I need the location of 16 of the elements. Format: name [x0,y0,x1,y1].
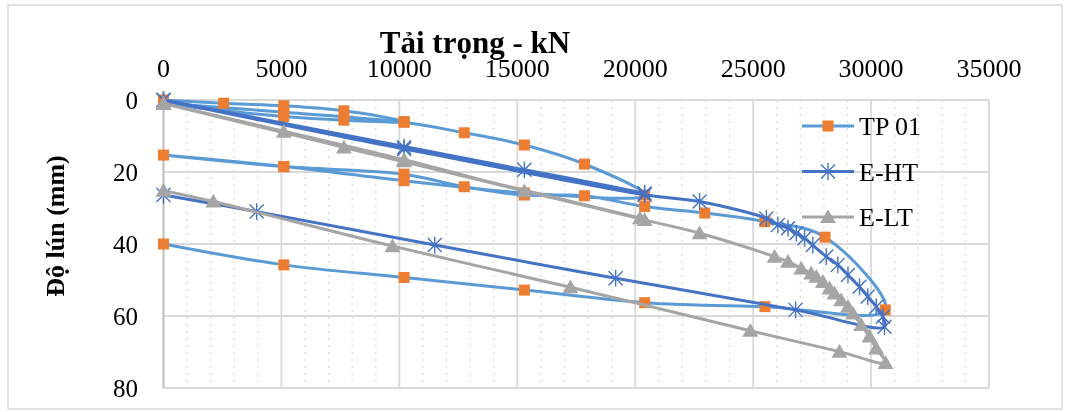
y-tick-label: 60 [113,302,138,330]
legend-label: TP 01 [859,111,921,141]
x-tick-label: 10000 [366,53,432,83]
y-tick-label: 0 [125,86,138,114]
x-tick-label: 35000 [956,53,1022,83]
x-tick-label: 5000 [255,53,308,83]
y-axis-title: Độ lún (mm) [40,155,70,297]
x-tick-label: 25000 [720,53,786,83]
y-tick-label: 80 [113,374,138,402]
legend-label: E-HT [859,157,919,186]
x-tick-label: 0 [157,53,170,83]
y-tick-label: 40 [113,230,138,258]
legend-label: E-LT [859,202,914,232]
y-tick-label: 20 [113,158,138,186]
x-tick-label: 30000 [838,53,904,83]
x-tick-label: 20000 [602,53,668,83]
